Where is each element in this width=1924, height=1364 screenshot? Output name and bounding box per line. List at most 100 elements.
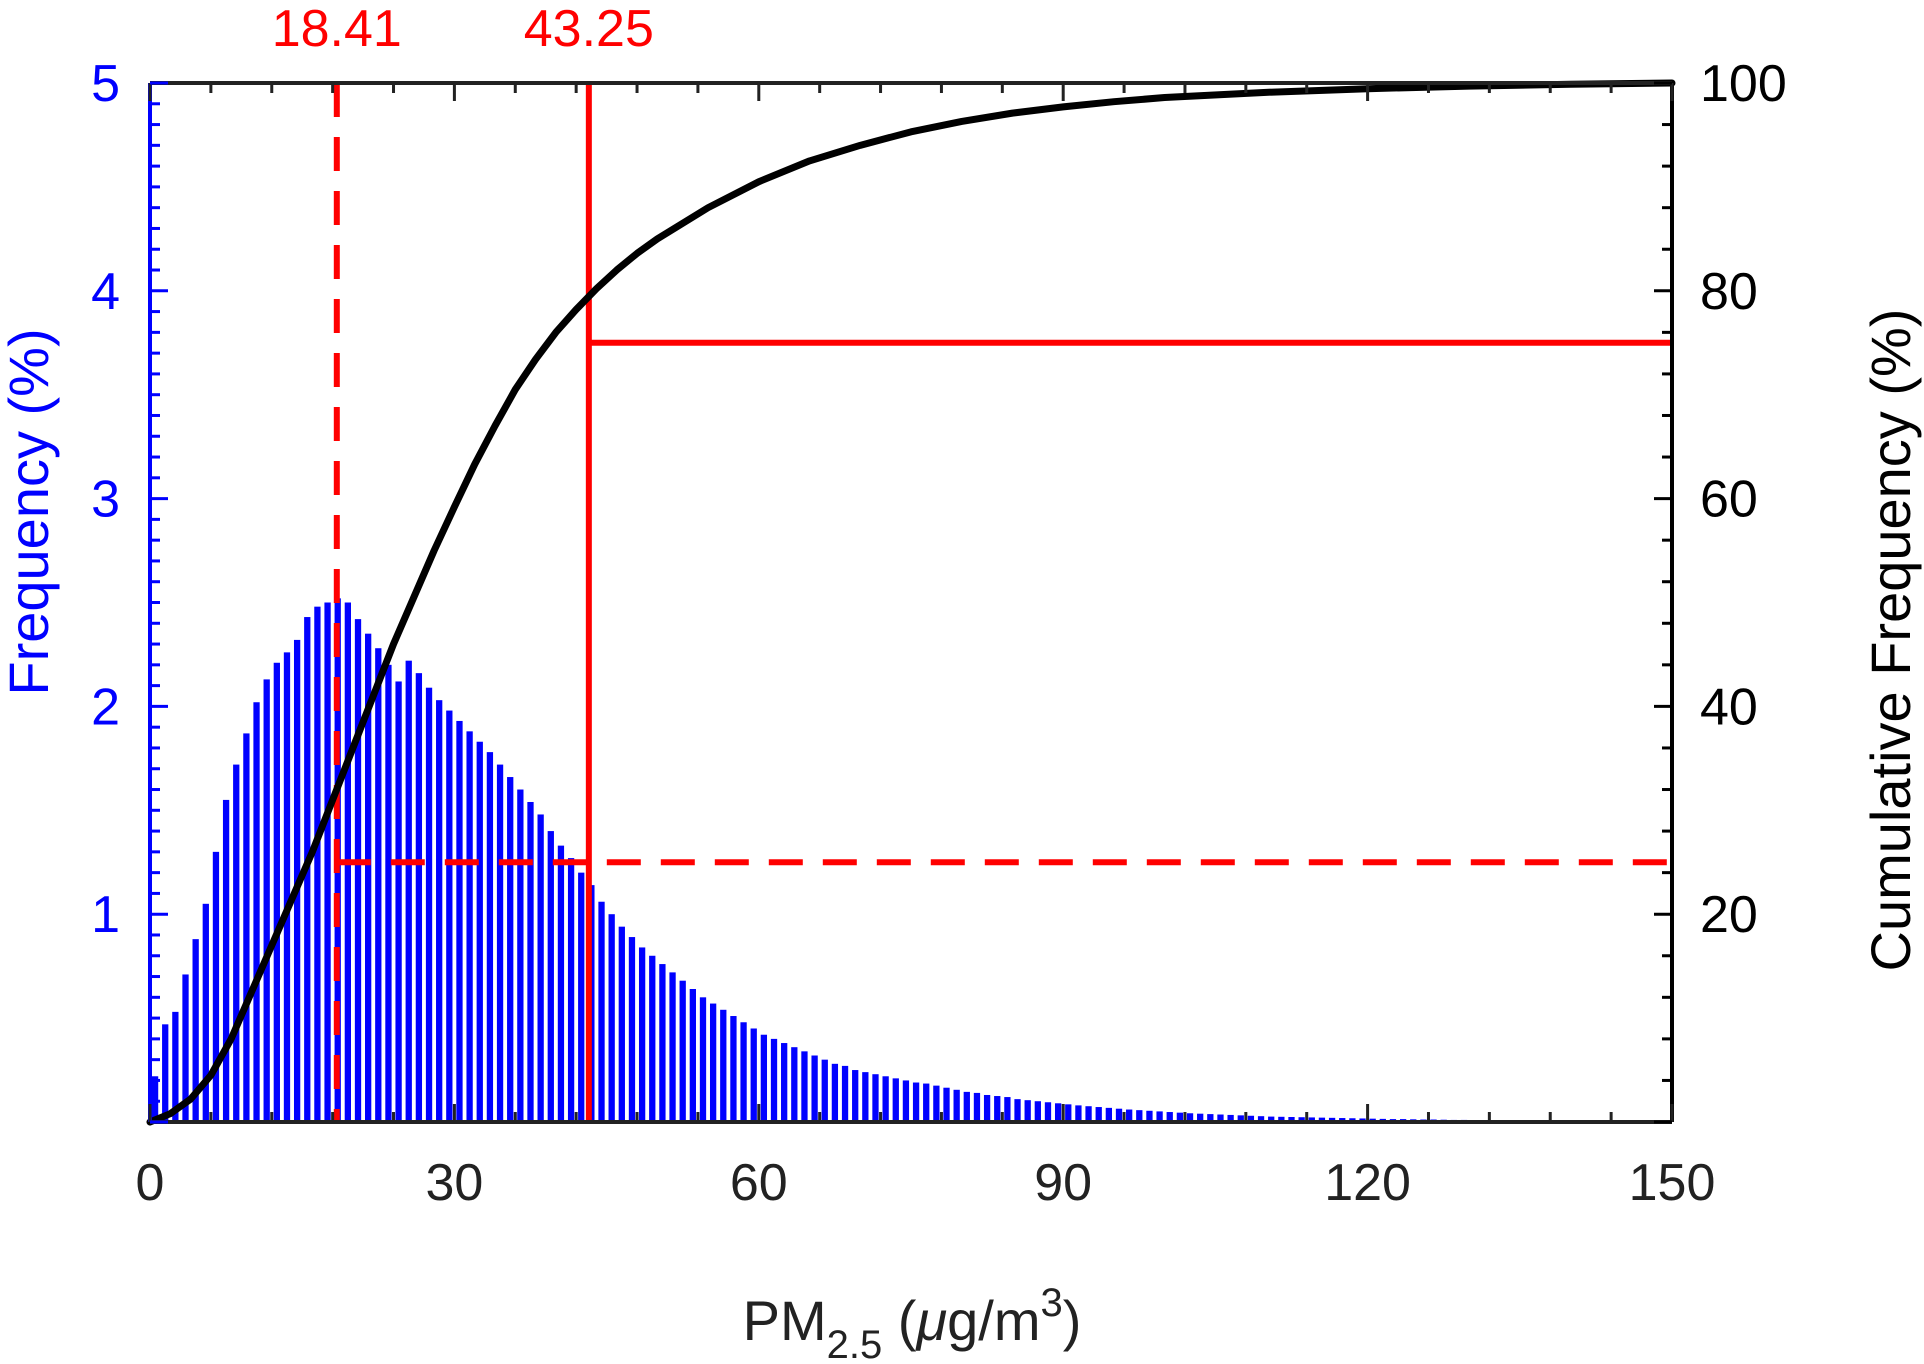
histogram-bar — [172, 1011, 179, 1122]
histogram-bar — [1247, 1115, 1255, 1122]
histogram-bar — [811, 1055, 818, 1122]
axis-ticks — [148, 81, 1674, 1124]
histogram-bar — [1328, 1117, 1336, 1122]
histogram-bar — [1044, 1102, 1052, 1122]
histogram-bar — [1237, 1115, 1244, 1122]
histogram-bar — [1268, 1116, 1275, 1122]
histogram-bar — [760, 1034, 768, 1122]
histogram-bar — [395, 681, 402, 1122]
x-tick-label: 60 — [730, 1154, 788, 1212]
histogram-bar — [831, 1063, 839, 1122]
marker-labels: 18.41 43.25 — [272, 0, 654, 58]
histogram-bar — [1257, 1116, 1265, 1122]
histogram-bar — [1278, 1116, 1285, 1122]
histogram-bar — [162, 1024, 169, 1122]
x-tick-label: 150 — [1629, 1154, 1716, 1212]
histogram-bar — [365, 633, 372, 1122]
x-tick-label: 120 — [1324, 1154, 1411, 1212]
histogram-bar — [1126, 1109, 1133, 1122]
histogram-bar — [1054, 1103, 1062, 1122]
histogram-bar — [476, 741, 483, 1122]
y-right-tick-label: 80 — [1700, 263, 1758, 321]
histogram-bar — [354, 619, 362, 1122]
histogram-bar — [212, 851, 220, 1122]
x-tick-label: 30 — [425, 1154, 483, 1212]
histogram-bar — [679, 980, 686, 1122]
histogram-bar — [983, 1094, 991, 1122]
y-right-tick-label: 20 — [1700, 886, 1758, 944]
histogram-bar — [689, 989, 696, 1122]
histogram-bar — [923, 1083, 930, 1122]
histogram-bar — [405, 660, 412, 1122]
histogram-bar — [466, 731, 473, 1122]
histogram-bar — [385, 664, 392, 1122]
histogram-bar — [730, 1016, 737, 1122]
histogram-bar — [1085, 1106, 1092, 1122]
histogram-bar — [618, 926, 625, 1122]
histogram-bar — [436, 700, 443, 1122]
histogram-bar — [314, 606, 321, 1122]
histogram-bar — [862, 1072, 869, 1122]
y-left-tick-label: 3 — [91, 471, 120, 529]
histogram-bar — [283, 652, 291, 1122]
histogram-bar — [547, 831, 554, 1122]
histogram-bar — [1207, 1114, 1214, 1122]
histogram-bar — [638, 947, 646, 1122]
histogram-bar — [801, 1051, 808, 1122]
y-right-axis-title: Cumulative Frequency (%) — [1859, 309, 1922, 972]
y-left-tick-label: 2 — [91, 678, 120, 736]
histogram-bar — [973, 1092, 981, 1122]
tick-labels: 0 30 60 90 120 150 1 2 3 4 5 20 40 60 80 100 — [91, 55, 1787, 1212]
histogram-bar — [243, 733, 250, 1122]
histogram-bar — [1115, 1108, 1123, 1122]
histogram-bar — [425, 687, 433, 1122]
histogram-bar — [912, 1082, 920, 1122]
histogram-bar — [446, 710, 453, 1122]
histogram-bar — [1065, 1104, 1072, 1122]
histogram-bar — [182, 974, 189, 1122]
histogram-bar — [1217, 1114, 1224, 1122]
histogram-bar — [1136, 1110, 1143, 1122]
x-tick-label: 0 — [136, 1154, 165, 1212]
histogram-bar — [994, 1096, 1001, 1122]
histogram-bar — [375, 648, 382, 1122]
y-left-axis-title: Frequency (%) — [0, 328, 60, 695]
histogram-bar — [953, 1089, 960, 1122]
x-tick-label: 90 — [1034, 1154, 1092, 1212]
histogram-bar — [1034, 1101, 1041, 1122]
histogram-bar — [233, 764, 240, 1122]
histogram-bar — [324, 602, 331, 1122]
histogram-bar — [1024, 1100, 1031, 1122]
histogram-bar — [202, 903, 209, 1122]
histogram-bar — [659, 964, 666, 1122]
histogram-bar — [151, 1076, 159, 1122]
y-right-tick-label: 60 — [1700, 471, 1758, 529]
histogram-bar — [902, 1080, 910, 1122]
histogram-bar — [1105, 1107, 1112, 1122]
histogram-bar — [669, 972, 676, 1122]
histogram-bar — [456, 720, 463, 1122]
histogram-bar — [567, 858, 575, 1122]
histogram-bar — [1308, 1117, 1315, 1122]
histogram-bar — [608, 914, 615, 1122]
histogram-bar — [1298, 1117, 1305, 1122]
histogram-bar — [1197, 1113, 1204, 1122]
marker-label: 43.25 — [524, 0, 654, 58]
y-right-tick-label: 100 — [1700, 55, 1787, 113]
histogram-bar — [507, 777, 514, 1122]
histogram-bar — [1004, 1097, 1011, 1122]
histogram-bar — [1095, 1107, 1102, 1122]
histogram-bar — [791, 1047, 798, 1122]
y-left-tick-label: 5 — [91, 55, 120, 113]
histogram-bar — [1146, 1110, 1153, 1122]
histogram-bar — [1156, 1111, 1163, 1122]
histogram-bar — [1186, 1113, 1194, 1122]
histogram-bar — [852, 1070, 859, 1122]
histogram-bar — [841, 1065, 849, 1122]
histogram-bar — [192, 939, 199, 1122]
histogram-bar — [740, 1022, 747, 1122]
histogram-bar — [699, 997, 707, 1122]
histogram-bar — [1014, 1099, 1021, 1122]
histogram-bar — [517, 789, 524, 1122]
